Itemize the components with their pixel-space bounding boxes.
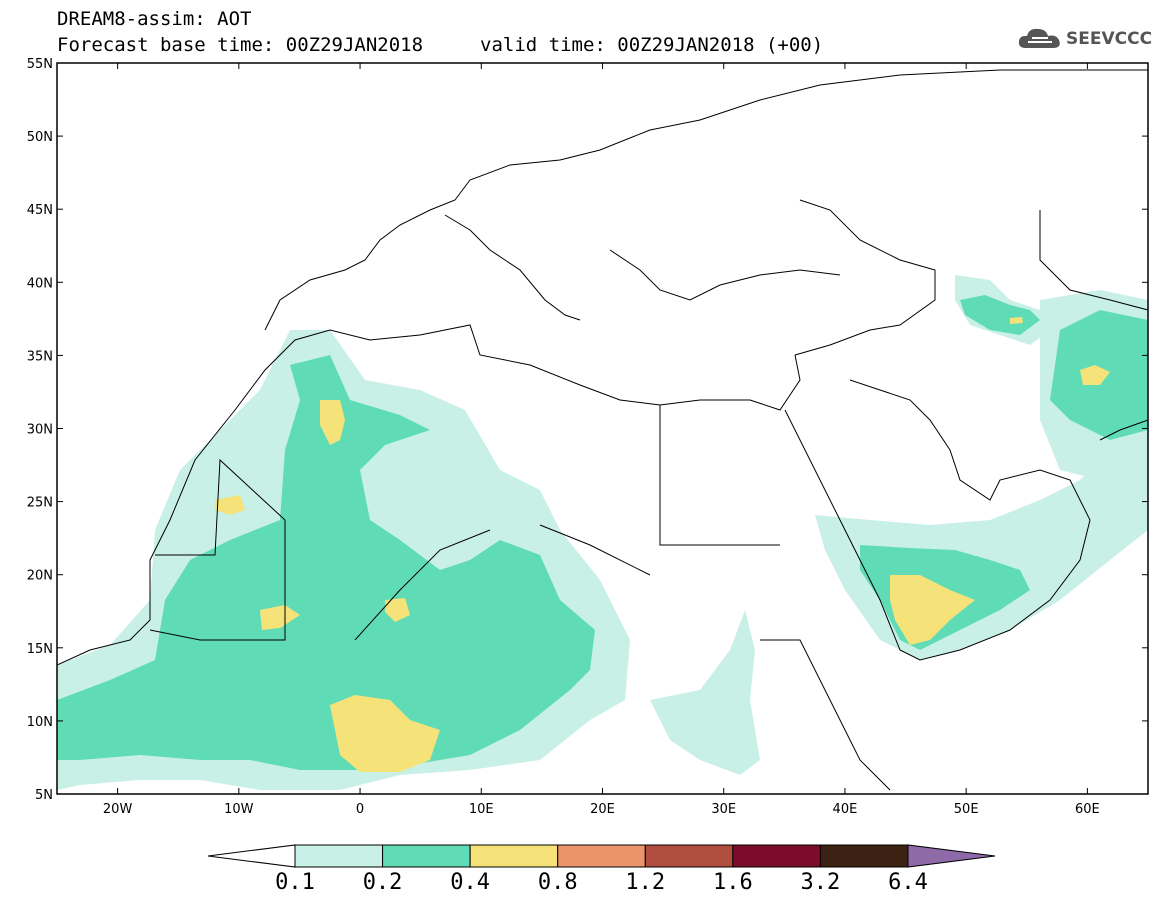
colorbar-swatch: [644, 844, 734, 868]
lat-tick-label: 40N: [27, 276, 53, 291]
logo-text: SEEVCCC: [1066, 29, 1153, 49]
colorbar-level-label: 0.2: [362, 870, 403, 895]
map-title: DREAM8-assim: AOT: [57, 8, 252, 30]
lon-tick-label: 0: [356, 802, 364, 817]
lat-tick-label: 30N: [27, 423, 53, 438]
lon-tick-label: 20E: [590, 802, 615, 817]
lat-tick-label: 35N: [27, 349, 53, 364]
lon-tick-label: 30E: [711, 802, 736, 817]
lon-tick-label: 10W: [224, 802, 254, 817]
colorbar-under-arrow: [207, 844, 296, 868]
lon-tick-label: 60E: [1075, 802, 1100, 817]
colorbar-level-label: 1.6: [712, 870, 753, 895]
colorbar-swatch: [819, 844, 909, 868]
aot-field: [57, 275, 1148, 790]
seevccc-logo: SEEVCCC: [1018, 26, 1152, 52]
colorbar-level-label: 6.4: [888, 870, 928, 895]
colorbar-level-label: 0.4: [450, 870, 491, 895]
colorbar-swatch: [469, 844, 559, 868]
colorbar-level-label: 1.2: [625, 870, 666, 895]
colorbar-swatch: [382, 844, 471, 868]
lon-tick-label: 40E: [833, 802, 858, 817]
colorbar-swatch: [294, 844, 384, 868]
lon-tick-label: 20W: [103, 802, 133, 817]
lat-tick-label: 25N: [27, 496, 53, 511]
colorbar-over-arrow: [907, 844, 996, 868]
colorbar-level-label: 0.1: [275, 870, 315, 895]
axes: 55N 50N 45N 40N 35N 30N 25N 20N 15N 10N 5N 20W 10W 0 1…: [27, 57, 1148, 817]
colorbar-swatch: [732, 844, 821, 868]
coastlines-borders: [57, 69, 1148, 791]
colorbar-level-label: 0.8: [537, 870, 578, 895]
lat-tick-label: 50N: [27, 130, 53, 145]
lat-tick-label: 45N: [27, 203, 53, 218]
lat-tick-label: 55N: [27, 57, 53, 72]
lon-tick-label: 10E: [469, 802, 494, 817]
lat-tick-label: 20N: [27, 569, 53, 584]
colorbar-swatch: [557, 844, 646, 868]
colorbar-level-label: 3.2: [800, 870, 841, 895]
lat-tick-label: 5N: [35, 788, 53, 803]
colorbar: [207, 844, 996, 868]
aot-band-0.4: [215, 317, 1110, 772]
lat-tick-label: 10N: [27, 715, 53, 730]
valid-time: valid time: 00Z29JAN2018 (+00): [480, 34, 824, 56]
lon-tick-label: 50E: [954, 802, 979, 817]
lat-tick-label: 15N: [27, 642, 53, 657]
cloud-icon: [1018, 28, 1060, 48]
forecast-base-time: Forecast base time: 00Z29JAN2018: [57, 34, 424, 56]
